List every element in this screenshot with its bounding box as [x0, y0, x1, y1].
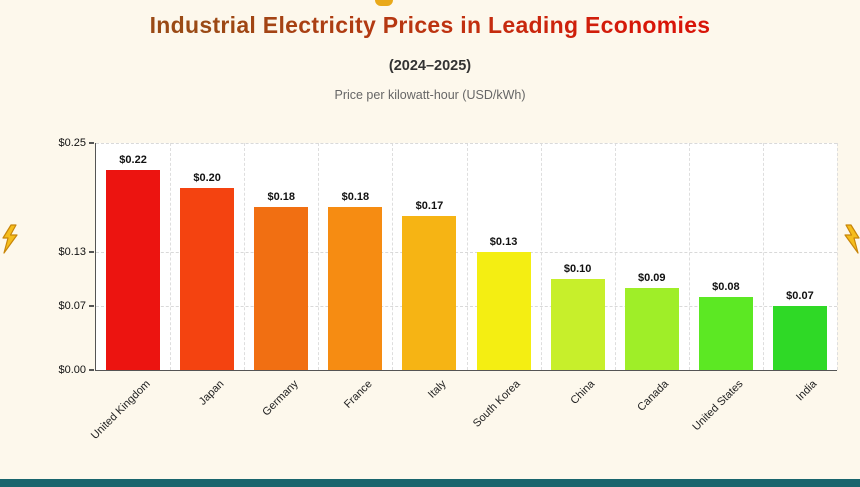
x-axis-label-text: Germany	[260, 378, 301, 419]
y-tick-label: $0.07	[58, 300, 86, 313]
lightning-icon-top	[375, 0, 393, 6]
bar-value-label: $0.08	[712, 281, 740, 294]
y-tick-label: $0.00	[58, 364, 86, 376]
chart-subtitle: (2024–2025)	[388, 58, 472, 74]
bar	[328, 206, 383, 370]
y-tick-mark	[89, 142, 94, 144]
chart-title: Industrial Electricity Prices in Leading…	[0, 12, 860, 39]
footer-bar	[0, 479, 860, 487]
bar	[254, 206, 309, 370]
bar	[772, 306, 827, 370]
gridline-horizontal	[96, 251, 837, 253]
x-axis-label-text: South Korea	[471, 378, 524, 430]
chart-caption: Price per kilowatt-hour (USD/kWh)	[334, 88, 526, 102]
x-axis-label-text: Japan	[196, 378, 227, 408]
bar	[698, 297, 753, 370]
bar	[402, 215, 457, 370]
gridline-vertical	[540, 143, 542, 370]
bar-value-label: $0.18	[267, 190, 295, 203]
bar-value-label: $0.10	[563, 263, 592, 276]
lightning-icon-left	[2, 224, 18, 254]
gridline-vertical	[614, 143, 616, 370]
gridline-vertical	[392, 143, 394, 370]
gridline-vertical	[837, 143, 838, 370]
x-axis-label-text: India	[794, 378, 820, 404]
x-axis-label-text: China	[568, 378, 598, 407]
x-axis-label-text: France	[342, 378, 375, 411]
gridline-vertical	[318, 143, 320, 370]
bar-value-label: $0.09	[637, 272, 666, 285]
bar	[624, 288, 679, 370]
bar-value-label: $0.13	[489, 235, 518, 248]
x-axis-label-text: Canada	[635, 378, 672, 414]
bar	[550, 279, 605, 370]
gridline-horizontal	[96, 143, 837, 144]
plot-area: $0.22 $0.20 $0.18 $0.18 $0.17 $0.13 $0.10 $0.09…	[95, 143, 838, 371]
gridline-vertical	[688, 143, 690, 370]
y-tick-label: $0.25	[58, 137, 86, 149]
bar-value-label: $0.20	[193, 172, 221, 185]
bar	[180, 188, 235, 370]
gridline-vertical	[466, 143, 468, 370]
y-tick-mark	[89, 250, 94, 253]
gridline-vertical	[244, 143, 246, 370]
x-axis-label-text: United States	[690, 378, 746, 434]
bar-value-label: $0.17	[415, 199, 444, 212]
y-tick-mark	[89, 369, 94, 371]
lightning-icon-right	[844, 224, 860, 254]
chart-title-text: Industrial Electricity Prices in Leading…	[149, 12, 711, 38]
gridline-horizontal	[96, 306, 837, 308]
bar	[476, 251, 531, 370]
gridline-vertical	[762, 143, 764, 370]
y-tick-mark	[89, 305, 94, 308]
bar-value-label: $0.18	[341, 190, 370, 203]
x-axis-label-text: United Kingdom	[88, 378, 153, 442]
x-axis-label-text: Italy	[426, 378, 449, 401]
bar-value-label: $0.22	[119, 154, 147, 167]
bar	[106, 170, 161, 370]
y-tick-label: $0.13	[58, 245, 86, 258]
gridline-vertical	[170, 143, 172, 370]
bar-value-label: $0.07	[786, 290, 814, 303]
